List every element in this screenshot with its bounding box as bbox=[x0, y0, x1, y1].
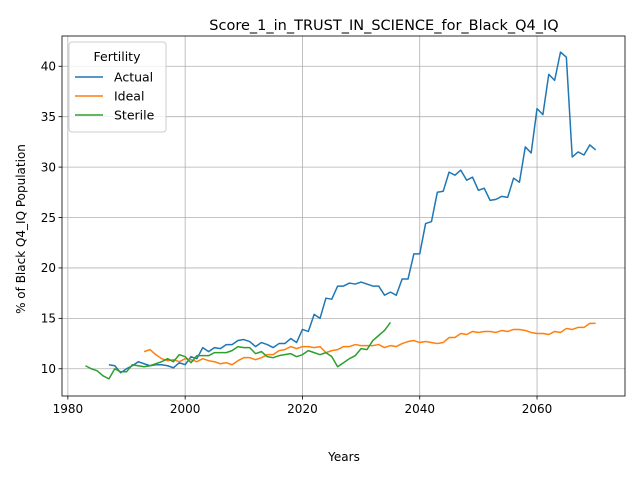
x-axis-title: Years bbox=[327, 450, 360, 464]
y-tick-label: 40 bbox=[41, 60, 56, 74]
legend-label-sterile: Sterile bbox=[114, 108, 155, 123]
y-tick-label: 20 bbox=[41, 261, 56, 275]
x-tick-label: 1980 bbox=[53, 402, 84, 416]
x-tick-label: 2040 bbox=[404, 402, 435, 416]
legend-label-actual: Actual bbox=[114, 70, 153, 85]
y-axis-title: % of Black Q4_IQ Population bbox=[14, 144, 28, 314]
axis-ticks: 1980 2000 2020 2040 2060 10 15 20 25 30 35 40 bbox=[41, 60, 553, 416]
y-tick-label: 25 bbox=[41, 211, 56, 225]
x-tick-label: 2060 bbox=[522, 402, 553, 416]
x-tick-label: 2020 bbox=[287, 402, 318, 416]
legend: Fertility Actual Ideal Sterile bbox=[68, 41, 167, 133]
y-tick-label: 10 bbox=[41, 362, 56, 376]
legend-title: Fertility bbox=[94, 49, 142, 64]
series-layer bbox=[85, 51, 597, 380]
legend-box bbox=[68, 41, 167, 133]
plot-frame bbox=[61, 35, 626, 397]
legend-entries: Actual Ideal Sterile bbox=[75, 70, 155, 123]
grid-lines bbox=[62, 36, 625, 396]
chart-title: Score_1_in_TRUST_IN_SCIENCE_for_Black_Q4… bbox=[209, 18, 558, 34]
series-line-sterile bbox=[85, 321, 392, 380]
y-tick-label: 35 bbox=[41, 110, 56, 124]
y-tick-label: 15 bbox=[41, 312, 56, 326]
x-tick-label: 2000 bbox=[170, 402, 201, 416]
series-line-actual bbox=[108, 51, 597, 374]
legend-label-ideal: Ideal bbox=[114, 89, 144, 104]
y-tick-label: 30 bbox=[41, 160, 56, 174]
